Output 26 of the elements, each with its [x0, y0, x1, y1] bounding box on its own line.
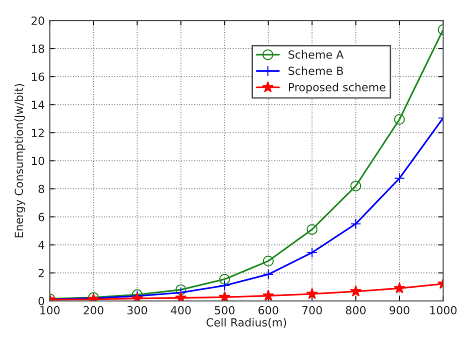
y-tick-label: 6	[38, 212, 44, 222]
x-tick-label: 400	[170, 306, 191, 314]
x-tick-label: 700	[302, 306, 322, 314]
legend-label: Scheme A	[288, 50, 344, 59]
legend-label: Proposed scheme	[288, 82, 386, 94]
x-tick-label: 600	[258, 306, 278, 314]
y-tick-label: 16	[32, 72, 44, 81]
x-tick-label: 800	[346, 306, 366, 314]
legend-label: Scheme B	[288, 66, 343, 76]
y-tick-label: 20	[32, 16, 44, 25]
x-tick-label: 300	[127, 306, 148, 314]
x-tick-label: 1000	[430, 306, 457, 314]
y-tick-label: 12	[32, 128, 44, 137]
y-tick-label: 4	[38, 240, 44, 250]
x-axis-title: Cell Radius(m)	[206, 318, 286, 328]
y-tick-label: 18	[32, 44, 44, 53]
x-tick-label: 900	[390, 306, 410, 314]
y-tick-label: 2	[38, 268, 44, 278]
y-tick-label: 14	[32, 100, 44, 109]
x-tick-label: 500	[214, 306, 234, 314]
y-tick-label: 0	[38, 296, 44, 306]
y-axis-title: Energy Consumption(Jw/bit)	[14, 84, 26, 238]
y-tick-label: 8	[38, 184, 44, 194]
x-tick-label: 100	[40, 306, 60, 314]
x-tick-label: 200	[84, 306, 104, 314]
y-tick-label: 10	[32, 156, 44, 166]
